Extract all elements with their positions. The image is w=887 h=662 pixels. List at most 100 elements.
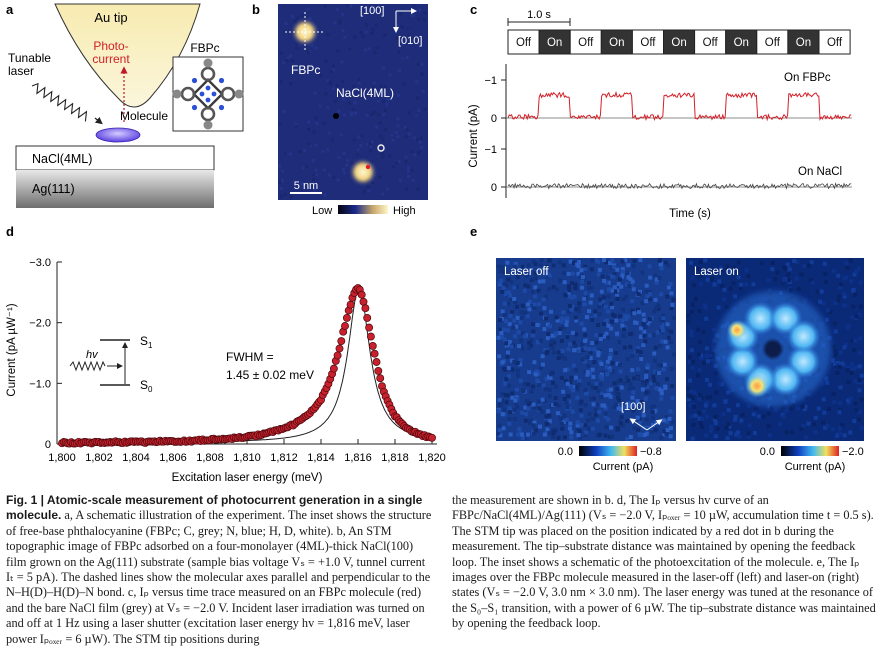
tip-position-marker-nacl — [377, 144, 385, 152]
d-data-point — [361, 304, 370, 313]
shutter-label-2: Off — [578, 37, 594, 49]
colorbar-laser-on — [781, 446, 839, 456]
d-data-point — [372, 358, 381, 366]
d-xtick-1: 1,802 — [85, 452, 113, 464]
shutter-cell-6 — [694, 29, 727, 55]
trace2-label: On NaCl — [798, 166, 842, 178]
cbar2-low: 0.0 — [760, 446, 775, 458]
figure-canvas: a Au tip Photo-current Tunable laser Mole… — [6, 2, 864, 484]
shutter-cell-7 — [725, 29, 758, 55]
e-dir-arrow-1 — [629, 418, 648, 431]
d-xtick-2: 1,804 — [122, 452, 150, 464]
laser-off-noise — [496, 258, 676, 441]
s0-label: S0 — [140, 378, 153, 394]
topography-colorbar — [338, 205, 388, 214]
shutter-label-5: On — [671, 37, 686, 49]
ag-layer — [16, 170, 214, 208]
c-tick-bot-0: 0 — [491, 182, 497, 194]
molecule-lobes — [725, 301, 821, 398]
caption-right: the measurement are shown in b. d, The I… — [452, 493, 880, 632]
d-data-point — [374, 366, 383, 375]
d-ytick-0: 0 — [45, 439, 51, 451]
scale-label: 5 nm — [294, 180, 318, 192]
d-xtick-6: 1,812 — [270, 452, 298, 464]
d-data-point — [368, 341, 377, 350]
laser-on-label: Laser on — [694, 266, 739, 278]
colorbar-laser-off — [579, 446, 637, 456]
hv-label: hv — [86, 349, 99, 361]
dir-100-label: [100] — [360, 5, 384, 17]
d-data-point — [357, 290, 366, 299]
inset-label: FBPc — [190, 41, 219, 55]
panel-e: e Laser off [100] Laser on 0.0 −0.8 Curr… — [470, 224, 864, 473]
fbpc-label-b: FBPc — [291, 63, 320, 77]
nacl-layer — [15, 145, 215, 171]
c-tick-top-1: −1 — [484, 75, 497, 87]
d-data-point — [342, 313, 351, 322]
fwhm-line2: 1.45 ± 0.02 meV — [226, 368, 314, 382]
shutter-label-1: On — [547, 37, 562, 49]
molecule-label: Molecule — [120, 109, 168, 123]
d-data-point — [341, 322, 349, 330]
d-ytick-1: −1.0 — [29, 378, 51, 390]
c-tick-bot-1: −1 — [484, 144, 497, 156]
laser-off-label: Laser off — [504, 266, 549, 278]
panel-d: d 0−1.0−2.0−3.0 1,800 1,802 1,804 1,806 1,80… — [6, 224, 446, 484]
e-dir-arrow-2 — [646, 419, 663, 431]
laser-wave-icon — [31, 82, 88, 122]
panel-b-letter: b — [252, 2, 260, 17]
shutter-label-4: Off — [640, 37, 656, 49]
d-x-ticks: 1,800 1,802 1,804 1,806 1,808 1,810 1,812 1,814… — [48, 439, 446, 464]
shutter-cell-10 — [818, 29, 851, 55]
nacl-current-trace — [507, 182, 852, 190]
d-xtick-7: 1,814 — [307, 452, 335, 464]
photon-wave-icon — [69, 360, 106, 372]
d-data-point — [333, 351, 342, 360]
d-ylabel: Current (pA µW⁻¹) — [6, 303, 18, 396]
tip-position-red-dot — [365, 164, 371, 170]
au-tip-shape — [54, 3, 201, 108]
d-data-point — [335, 344, 344, 353]
panel-b: b FBPc NaCl(4ML) [100] [010] 5 nm Low Hi… — [252, 2, 428, 217]
d-xtick-0: 1,800 — [48, 452, 76, 464]
panel-a-letter: a — [6, 2, 14, 17]
molecule-center — [764, 340, 782, 358]
caption-right-text: the measurement are shown in b. d, The I… — [452, 493, 876, 631]
d-data-point — [363, 313, 372, 322]
fbpc-current-trace — [507, 90, 852, 122]
shutter-cell-5 — [663, 29, 696, 55]
d-data-points — [58, 284, 436, 448]
shutter-label-9: On — [796, 37, 811, 49]
molecule-ellipse — [95, 127, 141, 143]
shutter-cell-0 — [507, 29, 540, 55]
d-data-point — [366, 332, 375, 341]
d-data-point — [428, 433, 436, 442]
cbar-low-label: Low — [312, 205, 332, 217]
ag-layer-label: Ag(111) — [32, 182, 75, 196]
cbar-high-label: High — [393, 205, 416, 217]
d-xlabel: Excitation laser energy (meV) — [172, 472, 323, 484]
shutter-label-10: Off — [827, 37, 843, 49]
shutter-cell-4 — [631, 29, 665, 55]
caption-left: Fig. 1 | Atomic-scale measurement of pho… — [6, 493, 434, 647]
panel-c-letter: c — [470, 2, 477, 17]
c-ylabel: Current (pA) — [468, 104, 480, 167]
d-ytick-3: −3.0 — [29, 257, 51, 269]
shutter-label-6: Off — [703, 37, 719, 49]
panel-c: c 1.0 s Off On Off On Off On Off On Off On Off −1 … — [468, 2, 852, 220]
panel-a: a Au tip Photo-current Tunable laser Mole… — [6, 2, 244, 208]
d-data-point — [365, 323, 374, 332]
cbar2-label: Current (pA) — [785, 461, 846, 473]
d-data-point — [337, 337, 346, 346]
c-tick-top-0: 0 — [491, 113, 497, 125]
panel-d-letter: d — [6, 224, 14, 239]
vacancy-dot — [333, 113, 339, 119]
fbpc-molecule-bottom — [349, 158, 377, 186]
fwhm-line1: FWHM = — [226, 350, 274, 364]
c-xlabel: Time (s) — [669, 208, 711, 220]
stm-noise-texture — [278, 4, 427, 199]
d-data-point — [376, 374, 385, 383]
shutter-cell-1 — [538, 29, 571, 55]
d-xtick-4: 1,808 — [196, 452, 224, 464]
photocurrent-label: Photo-current — [92, 39, 130, 66]
